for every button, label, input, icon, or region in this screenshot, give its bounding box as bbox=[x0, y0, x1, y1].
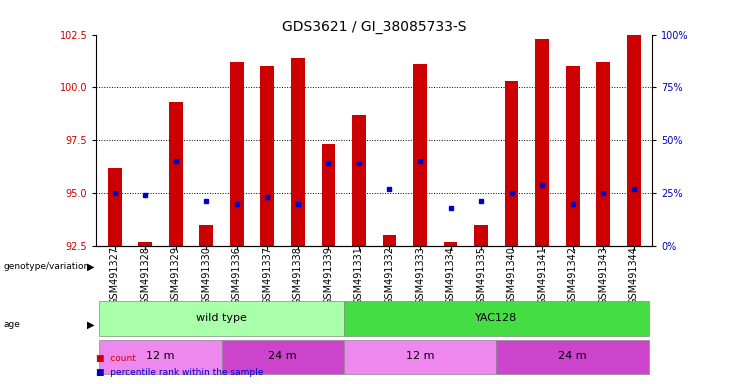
Bar bbox=[139, 242, 152, 246]
Bar bbox=[169, 102, 182, 246]
Bar bbox=[566, 66, 579, 246]
Bar bbox=[99, 301, 344, 336]
Text: genotype/variation: genotype/variation bbox=[4, 262, 90, 271]
Bar bbox=[222, 340, 344, 374]
Text: GSM491329: GSM491329 bbox=[170, 246, 181, 305]
Text: GSM491339: GSM491339 bbox=[323, 246, 333, 305]
Bar bbox=[291, 58, 305, 246]
Bar bbox=[107, 167, 122, 246]
Text: GSM491327: GSM491327 bbox=[110, 246, 119, 305]
Text: 12 m: 12 m bbox=[146, 351, 175, 361]
Text: GSM491342: GSM491342 bbox=[568, 246, 578, 305]
Bar bbox=[496, 340, 649, 374]
Bar bbox=[344, 340, 496, 374]
Text: ▶: ▶ bbox=[87, 319, 95, 329]
Text: 12 m: 12 m bbox=[406, 351, 434, 361]
Text: GSM491331: GSM491331 bbox=[354, 246, 364, 305]
Bar bbox=[382, 235, 396, 246]
Bar bbox=[99, 340, 222, 374]
Text: age: age bbox=[4, 320, 21, 329]
Text: wild type: wild type bbox=[196, 313, 247, 323]
Text: GSM491336: GSM491336 bbox=[232, 246, 242, 305]
Bar bbox=[230, 62, 244, 246]
Bar bbox=[199, 225, 213, 246]
Text: GSM491328: GSM491328 bbox=[140, 246, 150, 305]
Bar bbox=[344, 301, 649, 336]
Bar bbox=[413, 64, 427, 246]
Text: GSM491333: GSM491333 bbox=[415, 246, 425, 305]
Bar bbox=[597, 62, 610, 246]
Bar bbox=[474, 225, 488, 246]
Text: GSM491341: GSM491341 bbox=[537, 246, 547, 305]
Text: 24 m: 24 m bbox=[268, 351, 297, 361]
Bar bbox=[535, 39, 549, 246]
Text: GSM491335: GSM491335 bbox=[476, 246, 486, 305]
Text: ▶: ▶ bbox=[87, 262, 95, 272]
Bar bbox=[444, 242, 457, 246]
Text: GSM491338: GSM491338 bbox=[293, 246, 303, 305]
Text: GSM491337: GSM491337 bbox=[262, 246, 273, 305]
Text: GSM491343: GSM491343 bbox=[598, 246, 608, 305]
Bar bbox=[322, 144, 335, 246]
Text: ■  percentile rank within the sample: ■ percentile rank within the sample bbox=[96, 368, 264, 377]
Text: GSM491332: GSM491332 bbox=[385, 246, 394, 305]
Text: YAC128: YAC128 bbox=[475, 313, 517, 323]
Bar bbox=[505, 81, 519, 246]
Bar bbox=[627, 35, 641, 246]
Text: GSM491340: GSM491340 bbox=[507, 246, 516, 305]
Text: GSM491330: GSM491330 bbox=[202, 246, 211, 305]
Text: GSM491334: GSM491334 bbox=[445, 246, 456, 305]
Text: ■  count: ■ count bbox=[96, 354, 136, 363]
Title: GDS3621 / GI_38085733-S: GDS3621 / GI_38085733-S bbox=[282, 20, 466, 33]
Text: GSM491344: GSM491344 bbox=[629, 246, 639, 305]
Text: 24 m: 24 m bbox=[559, 351, 587, 361]
Bar bbox=[260, 66, 274, 246]
Bar bbox=[352, 115, 366, 246]
